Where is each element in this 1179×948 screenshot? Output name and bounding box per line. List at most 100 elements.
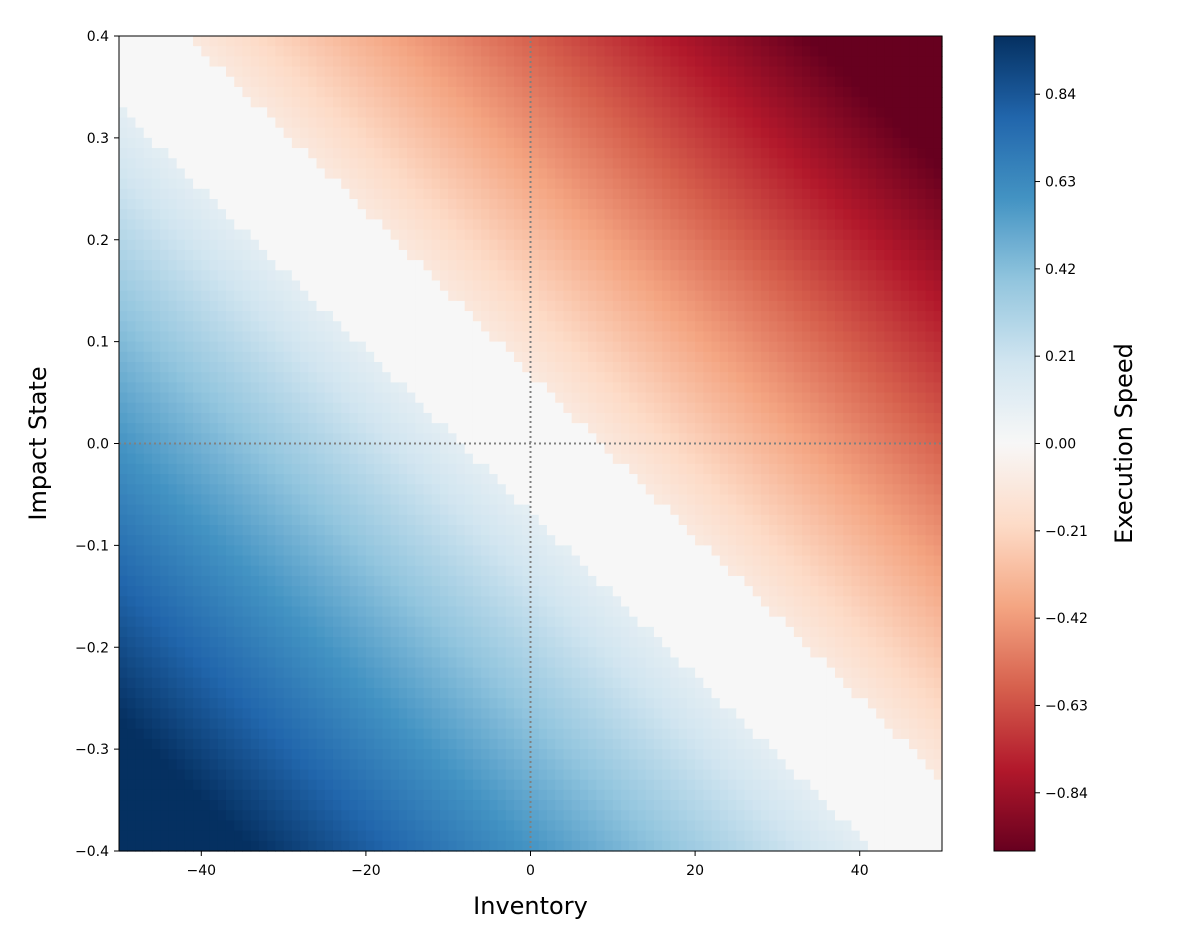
heatmap-cell [802,280,811,292]
heatmap-cell [925,474,935,485]
heatmap-cell [884,402,894,414]
heatmap-cell [793,535,803,546]
heatmap-cell [703,321,713,333]
heatmap-cell [711,158,721,170]
heatmap-cell [876,148,885,159]
heatmap-cell [892,474,902,485]
heatmap-cell [439,168,449,180]
heatmap-cell [744,453,754,465]
heatmap-cell [571,239,581,251]
heatmap-cell [514,423,523,434]
heatmap-cell [201,372,211,383]
heatmap-cell [300,412,309,424]
heatmap-cell [670,463,680,475]
heatmap-cell [119,341,128,353]
heatmap-cell [193,249,202,261]
heatmap-cell [423,86,433,98]
heatmap-cell [341,117,351,129]
heatmap-cell [398,351,408,363]
heatmap-cell [234,372,244,383]
heatmap-cell [777,433,787,445]
heatmap-cell [546,66,556,78]
heatmap-cell [275,36,285,47]
heatmap-cell [695,260,704,271]
heatmap-cell [695,433,704,445]
heatmap-cell [802,148,811,159]
heatmap-cell [324,433,334,445]
heatmap-cell [184,535,194,546]
heatmap-cell [398,300,408,312]
heatmap-cell [135,300,145,312]
heatmap-cell [843,76,853,88]
heatmap-cell [530,76,540,88]
heatmap-cell [143,229,153,241]
heatmap-cell [760,341,770,353]
heatmap-cell [876,209,885,220]
heatmap-cell [900,494,910,506]
heatmap-cell [448,504,458,516]
heatmap-cell [267,199,276,210]
heatmap-cell [612,300,622,312]
heatmap-cell [439,463,449,475]
heatmap-cell [900,514,910,526]
heatmap-cell [826,412,836,424]
heatmap-cell [267,494,276,506]
heatmap-cell [629,86,639,98]
heatmap-cell [415,474,425,485]
heatmap-cell [621,494,630,506]
heatmap-cell [571,504,581,516]
heatmap-cell [481,392,490,404]
heatmap-cell [481,525,490,536]
heatmap-cell [439,199,449,210]
heatmap-cell [728,321,737,333]
heatmap-cell [719,392,729,404]
heatmap-cell [283,168,293,180]
heatmap-cell [736,148,746,159]
heatmap-cell [349,86,359,98]
heatmap-cell [719,249,729,261]
heatmap-cell [127,168,137,180]
heatmap-cell [530,117,540,129]
heatmap-cell [217,219,227,231]
heatmap-cell [374,412,383,424]
heatmap-cell [736,494,746,506]
heatmap-cell [835,382,844,394]
heatmap-cell [184,199,194,210]
heatmap-cell [711,290,721,302]
heatmap-cell [431,249,441,261]
heatmap-cell [332,209,342,220]
heatmap-cell [728,423,737,434]
heatmap-cell [933,76,943,88]
heatmap-cell [563,66,573,78]
heatmap-cell [892,36,902,47]
heatmap-cell [670,484,680,496]
heatmap-cell [267,463,276,475]
heatmap-cell [168,504,178,516]
heatmap-cell [538,199,548,210]
heatmap-cell [793,341,803,353]
heatmap-cell [596,341,606,353]
heatmap-cell [382,463,392,475]
heatmap-cell [793,270,803,282]
heatmap-cell [843,402,853,414]
heatmap-cell [884,341,894,353]
heatmap-cell [876,137,885,149]
heatmap-cell [522,351,532,363]
heatmap-cell [193,433,202,445]
heatmap-cell [324,362,334,373]
heatmap-cell [670,76,680,88]
heatmap-cell [612,514,622,526]
heatmap-cell [695,474,704,485]
heatmap-cell [250,331,260,343]
heatmap-cell [555,321,565,333]
heatmap-cell [119,97,128,108]
heatmap-cell [160,484,169,496]
heatmap-cell [629,382,639,394]
heatmap-cell [332,56,342,68]
heatmap-cell [596,321,606,333]
heatmap-cell [538,412,548,424]
heatmap-cell [752,453,762,465]
heatmap-cell [456,484,466,496]
heatmap-cell [579,239,589,251]
heatmap-cell [275,137,285,149]
